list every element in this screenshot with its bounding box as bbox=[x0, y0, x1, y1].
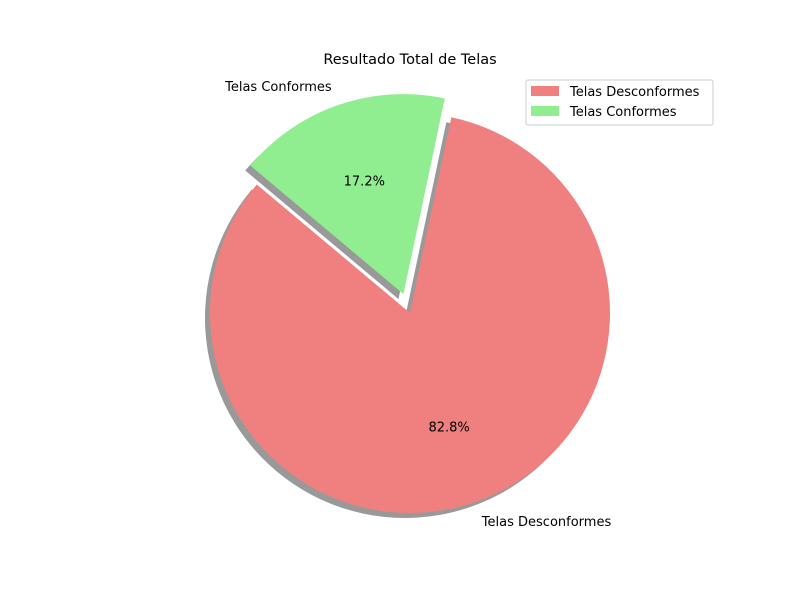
slice-labels: 82.8% Telas Desconformes 17.2% Telas Confor… bbox=[224, 80, 611, 530]
slice-category-label: Telas Conformes bbox=[224, 80, 332, 95]
slice-telas-conformes bbox=[250, 94, 445, 295]
slice-telas-desconformes bbox=[209, 117, 610, 513]
chart-title: Resultado Total de Telas bbox=[323, 52, 496, 68]
legend-label: Telas Conformes bbox=[569, 105, 677, 120]
slice-percent-label: 82.8% bbox=[428, 420, 469, 435]
slice-category-label: Telas Desconformes bbox=[481, 515, 612, 530]
legend-swatch bbox=[531, 106, 559, 116]
pie-slices bbox=[209, 94, 610, 513]
legend-frame bbox=[525, 79, 714, 126]
slice-percent-label: 17.2% bbox=[344, 175, 385, 190]
legend-swatch bbox=[531, 86, 559, 96]
legend: Telas Desconformes Telas Conformes bbox=[525, 79, 714, 126]
legend-label: Telas Desconformes bbox=[569, 85, 700, 100]
